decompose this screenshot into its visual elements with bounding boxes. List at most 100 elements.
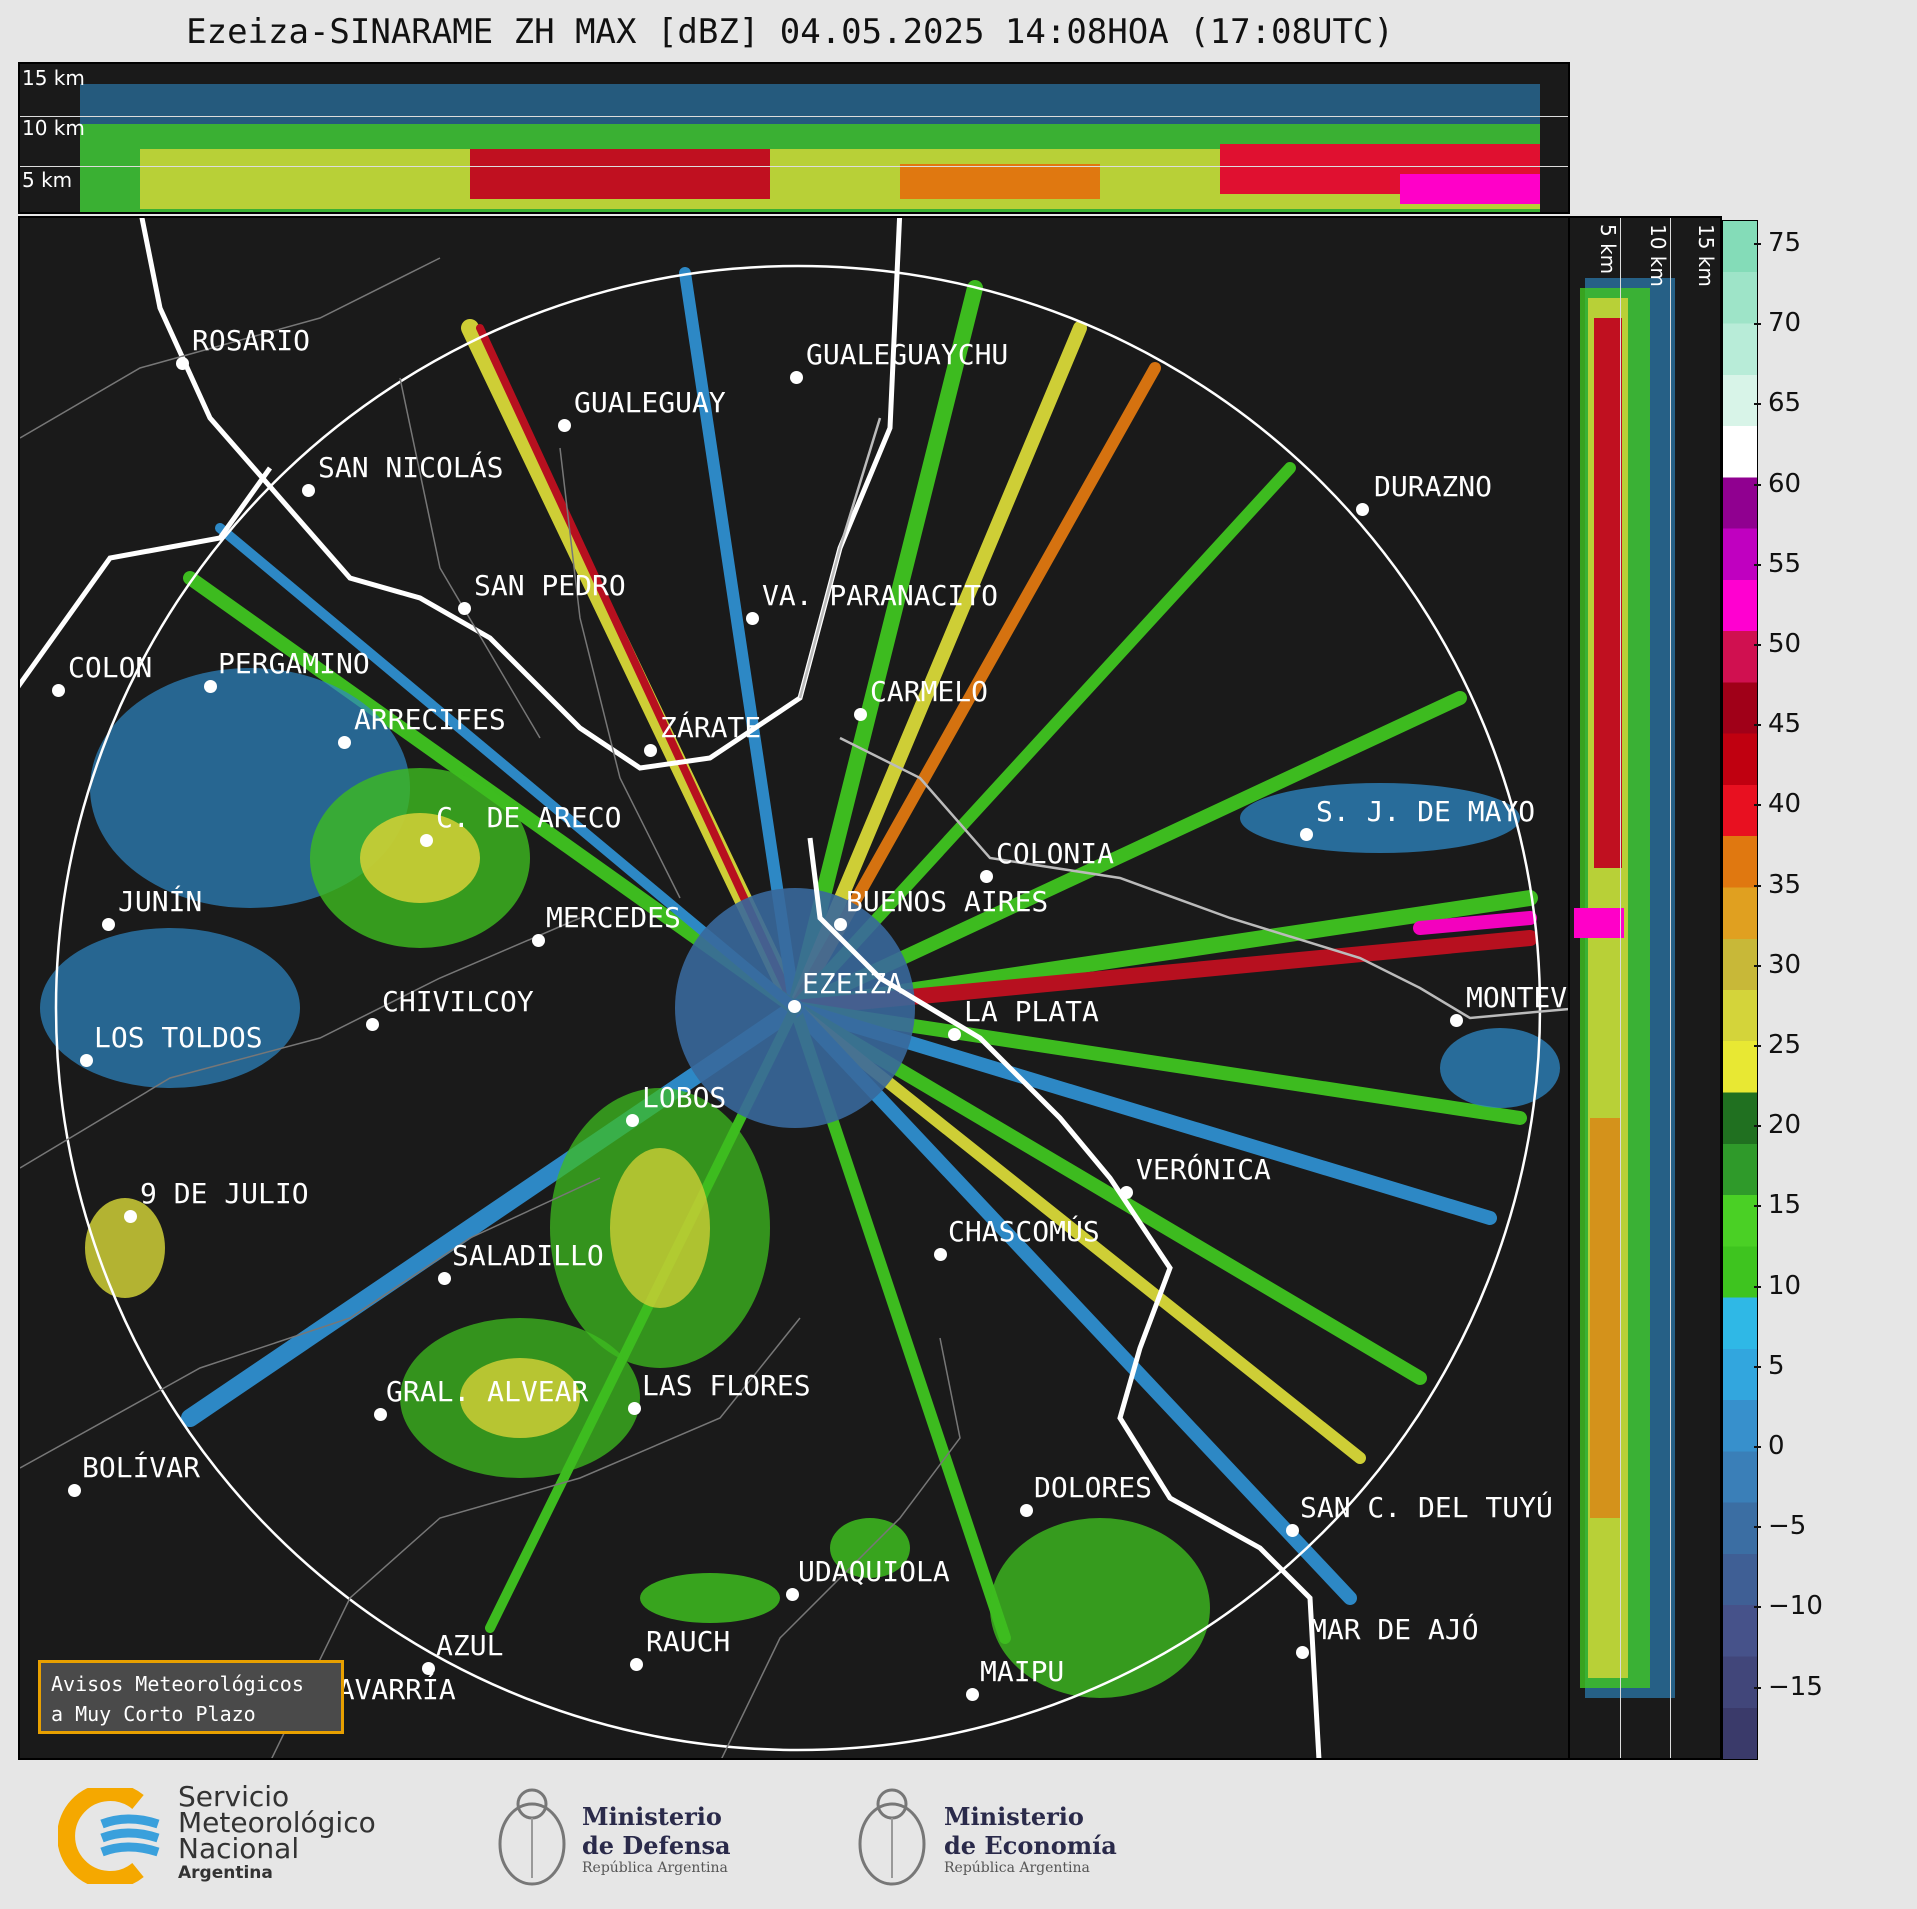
city-label-chascomus: CHASCOMÚS	[948, 1215, 1100, 1248]
avisos-button[interactable]: Avisos Meteorológicos a Muy Corto Plazo	[38, 1660, 344, 1734]
range-ring	[54, 264, 1542, 1752]
city-dot-las-flores	[628, 1402, 641, 1415]
colorbar-tick: 55	[1753, 549, 1801, 579]
city-dot-chascomus	[934, 1248, 947, 1261]
top-cross-section: 15 km 10 km 5 km	[18, 62, 1570, 214]
city-dot-buenos-aires	[834, 918, 847, 931]
city-dot-san-nicolas	[302, 484, 315, 497]
city-label-mar-de-ajo: MAR DE AJÓ	[1310, 1613, 1479, 1646]
city-dot-9-de-julio	[124, 1210, 137, 1223]
city-label-va-paranacito: VA. PARANACITO	[762, 579, 999, 612]
city-dot-carmelo	[854, 708, 867, 721]
city-label-mercedes: MERCEDES	[546, 901, 681, 934]
city-label-gral-alvear: GRAL. ALVEAR	[386, 1375, 589, 1408]
city-dot-veronica	[1120, 1186, 1133, 1199]
escudo-economia-icon	[858, 1788, 926, 1886]
city-label-gualeguay: GUALEGUAY	[574, 386, 726, 419]
city-dot-lobos	[626, 1114, 639, 1127]
city-label-arrecifes: ARRECIFES	[354, 703, 506, 736]
avisos-line-2: a Muy Corto Plazo	[51, 1702, 256, 1726]
city-label-bolivar: BOLÍVAR	[82, 1451, 201, 1484]
height-line-5km	[20, 166, 1568, 167]
city-dot-montevideo	[1450, 1014, 1463, 1027]
colorbar-tick: 15	[1753, 1190, 1801, 1220]
city-dot-pergamino	[204, 680, 217, 693]
colorbar-tick: −15	[1754, 1672, 1823, 1702]
height-label-5km: 5 km	[22, 168, 73, 192]
city-dot-udaquiola	[786, 1588, 799, 1601]
city-dot-chivilcoy	[366, 1018, 379, 1031]
city-dot-mar-de-ajo	[1296, 1646, 1309, 1659]
city-dot-gualeguay	[558, 419, 571, 432]
city-label-rauch: RAUCH	[646, 1625, 731, 1658]
colorbar-tick: 5	[1754, 1351, 1785, 1381]
city-dot-ezeiza	[788, 1000, 801, 1013]
city-dot-gualeguaychu	[790, 371, 803, 384]
city-label-ezeiza: EZEIZA	[802, 967, 904, 1000]
defensa-logo-text: Ministerio de Defensa República Argentin…	[582, 1802, 731, 1876]
city-label-9-de-julio: 9 DE JULIO	[140, 1177, 309, 1210]
city-label-udaquiola: UDAQUIOLA	[798, 1555, 950, 1588]
colorbar-tick: 30	[1753, 950, 1801, 980]
city-label-san-nicolas: SAN NICOLÁS	[318, 451, 504, 484]
escudo-defensa-icon	[498, 1788, 566, 1886]
side-height-label-5km: 5 km	[1596, 224, 1620, 275]
colorbar-tick: 25	[1753, 1030, 1801, 1060]
city-dot-zarate	[644, 744, 657, 757]
economia-logo-text: Ministerio de Economía República Argenti…	[944, 1802, 1117, 1876]
city-dot-durazno	[1356, 503, 1369, 516]
city-label-colonia: COLONIA	[996, 837, 1115, 870]
city-label-pergamino: PERGAMINO	[218, 647, 370, 680]
colorbar-tick: 10	[1753, 1271, 1801, 1301]
city-dot-los-toldos	[80, 1054, 93, 1067]
radar-map: ROSARIO GUALEGUAYCHU GUALEGUAY SAN NICOL…	[18, 216, 1570, 1760]
colorbar-tick: 0	[1754, 1431, 1785, 1461]
city-dot-arrecifes	[338, 736, 351, 749]
colorbar-tick: −10	[1754, 1591, 1823, 1621]
city-label-la-plata: LA PLATA	[964, 995, 1099, 1028]
city-dot-colonia	[980, 870, 993, 883]
city-label-chivilcoy: CHIVILCOY	[382, 985, 534, 1018]
city-label-maipu: MAIPU	[980, 1655, 1065, 1688]
smn-logo-text: Servicio Meteorológico Nacional Argentin…	[178, 1780, 376, 1884]
city-label-las-flores: LAS FLORES	[642, 1369, 811, 1402]
side-height-label-10km: 10 km	[1646, 224, 1670, 287]
city-label-san-pedro: SAN PEDRO	[474, 569, 626, 602]
city-dot-san-c-del-tuyu	[1286, 1524, 1299, 1537]
colorbar-tick: 60	[1753, 469, 1801, 499]
height-line-10km-side	[1670, 218, 1671, 1758]
colorbar-tick: 35	[1753, 870, 1801, 900]
city-label-s-j-de-mayo: S. J. DE MAYO	[1316, 795, 1536, 828]
city-label-azul: AZUL	[436, 1629, 504, 1662]
city-label-gualeguaychu: GUALEGUAYCHU	[806, 338, 1009, 371]
city-label-dolores: DOLORES	[1034, 1471, 1153, 1504]
city-label-lobos: LOBOS	[642, 1081, 727, 1114]
height-line-10km	[20, 116, 1568, 117]
city-label-san-c-del-tuyu: SAN C. DEL TUYÚ	[1300, 1491, 1553, 1524]
colorbar-tick: 75	[1753, 228, 1801, 258]
city-dot-mercedes	[532, 934, 545, 947]
city-dot-dolores	[1020, 1504, 1033, 1517]
colorbar-tick: 40	[1753, 789, 1801, 819]
city-dot-rauch	[630, 1658, 643, 1671]
city-label-buenos-aires: BUENOS AIRES	[846, 885, 1049, 918]
height-label-15km: 15 km	[22, 66, 85, 90]
side-cross-section: 5 km 10 km 15 km	[1568, 216, 1722, 1760]
page-title: Ezeiza-SINARAME ZH MAX [dBZ] 04.05.2025 …	[186, 12, 1394, 52]
city-dot-s-j-de-mayo	[1300, 828, 1313, 841]
city-label-zarate: ZÁRATE	[660, 711, 762, 744]
colorbar-tick: 50	[1753, 629, 1801, 659]
city-label-los-toldos: LOS TOLDOS	[94, 1021, 263, 1054]
city-dot-junin	[102, 918, 115, 931]
height-line-5km-side	[1620, 218, 1621, 1758]
city-dot-colon	[52, 684, 65, 697]
city-dot-azul	[422, 1662, 435, 1675]
colorbar-tick: 65	[1753, 388, 1801, 418]
city-dot-bolivar	[68, 1484, 81, 1497]
colorbar	[1722, 220, 1758, 1760]
side-echo-image	[1574, 278, 1675, 1698]
colorbar-tick: 45	[1753, 709, 1801, 739]
top-echo-image	[80, 84, 1540, 212]
city-label-durazno: DURAZNO	[1374, 470, 1493, 503]
city-dot-la-plata	[948, 1028, 961, 1041]
